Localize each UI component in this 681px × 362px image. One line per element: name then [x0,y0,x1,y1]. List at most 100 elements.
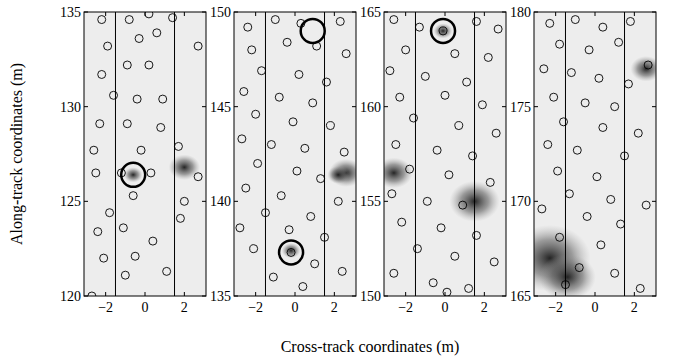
target-circle [307,212,315,220]
target-circle [492,129,500,137]
target-circle [597,241,605,249]
y-tick [502,106,506,107]
target-circle [283,38,291,46]
y-tick [352,12,356,13]
x-tick [634,292,635,296]
target-circle [451,50,459,58]
target-circle [123,120,131,128]
target-circle [194,42,202,50]
target-circle [317,175,325,183]
y-tick-label: 180 [510,5,531,20]
target-circle [451,252,459,260]
y-tick-label: 135 [210,289,231,304]
target-circle [561,281,569,289]
y-tick-label: 135 [60,5,81,20]
target-circle [147,169,155,177]
reference-line [174,12,175,296]
x-tick [634,12,635,16]
plot-bg [384,12,506,296]
target-circle [621,152,629,160]
target-circle [238,135,246,143]
target-circle [106,209,114,217]
reference-line [565,12,566,296]
y-tick [384,12,388,13]
y-tick-label: 165 [510,289,531,304]
target-circle [250,245,258,253]
plot-area [236,12,356,296]
y-tick [234,106,238,107]
plot-area [384,12,502,296]
y-tick [384,106,388,107]
x-tick-label: −2 [398,300,413,315]
target-circle [261,209,269,217]
target-circle [92,169,100,177]
x-tick-label: 2 [481,300,488,315]
target-circle [244,23,252,31]
reference-line [324,12,325,296]
x-tick [595,12,596,16]
y-tick-label: 175 [510,100,531,115]
target-circle [538,205,546,213]
y-tick [234,296,238,297]
target-circle [100,254,108,262]
x-tick-label: −2 [248,300,263,315]
target-circle [157,123,165,131]
target-circle [131,252,139,260]
y-tick [202,296,206,297]
reference-line [265,12,266,296]
target-circle [125,16,133,24]
target-circle [439,27,447,35]
target-circle [398,218,406,226]
target-circle [254,159,262,167]
y-tick [534,12,538,13]
y-tick-label: 145 [210,100,231,115]
target-circle [321,233,329,241]
target-circle [571,16,579,24]
x-tick [145,12,146,16]
target-circle [624,80,632,88]
x-tick [184,12,185,16]
target-circle [277,192,285,200]
target-circle [336,17,344,25]
target-circle [311,260,319,268]
y-tick [202,201,206,202]
reference-line [115,12,116,296]
target-circle [121,271,129,279]
figure: −202120125130135−202135140145150−2021501… [0,0,681,362]
y-tick [234,201,238,202]
target-circle [472,231,480,239]
target-circle [88,292,96,296]
x-tick [334,12,335,16]
frame [534,12,656,296]
target-circle [615,38,623,46]
target-circle [180,197,188,205]
x-tick [595,292,596,296]
dark-region [539,254,596,296]
y-tick [202,12,206,13]
target-circle [322,78,330,86]
x-tick [334,292,335,296]
x-tick [295,292,296,296]
x-tick-label: 0 [142,300,149,315]
target-circle [463,78,471,86]
target-circle [556,233,564,241]
y-tick [502,12,506,13]
x-tick [105,12,106,16]
y-tick [84,106,88,107]
plot-area [534,12,656,296]
target-circle [285,226,293,234]
target-circle [392,141,400,149]
y-tick [652,106,656,107]
target-circle [133,95,141,103]
x-tick-label: 2 [181,300,188,315]
target-circle [478,101,486,109]
target-circle [169,14,177,22]
y-tick [84,201,88,202]
target-circle [176,214,184,222]
y-tick-label: 170 [510,194,531,209]
target-circle [163,267,171,275]
y-tick [234,12,238,13]
target-circle [194,173,202,181]
target-circle [267,141,275,149]
target-circle [275,93,283,101]
